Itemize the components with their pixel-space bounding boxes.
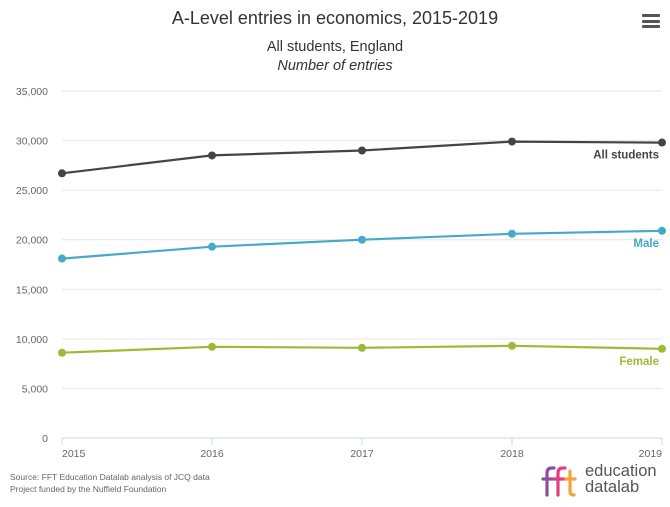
data-point-male <box>658 226 666 235</box>
data-point-male <box>358 235 366 244</box>
logo-wordmark: education datalab <box>585 462 657 496</box>
education-datalab-logo: education datalab <box>541 463 667 499</box>
y-tick-label: 5,000 <box>22 383 48 395</box>
data-point-male <box>208 242 216 251</box>
series-line-all-students <box>61 140 663 175</box>
chart-title: A-Level entries in economics, 2015-2019 <box>171 8 499 28</box>
series-lines <box>58 137 666 357</box>
data-point-female <box>508 341 516 350</box>
fft-logo-mark <box>541 466 577 497</box>
y-tick-label: 10,000 <box>16 334 48 346</box>
series-label-male: Male <box>633 238 659 250</box>
logo-word-datalab: datalab <box>585 478 640 496</box>
source-note: Source: FFT Education Datalab analysis o… <box>10 472 210 495</box>
y-tick-label: 35,000 <box>16 86 48 98</box>
axes: 0 5,000 10,000 15,000 20,000 25,000 30,000 35,0… <box>16 86 663 460</box>
x-tick-label: 2018 <box>500 448 524 460</box>
data-point-female <box>208 342 216 351</box>
source-line: Source: FFT Education Datalab analysis o… <box>10 472 210 482</box>
hamburger-menu-icon[interactable] <box>642 14 660 30</box>
data-point-female <box>58 348 66 357</box>
y-tick-label: 15,000 <box>16 284 48 296</box>
data-point-male <box>508 229 516 238</box>
y-tick-label: 20,000 <box>16 235 48 247</box>
series-label-all-students: All students <box>593 150 659 162</box>
data-point-all-students <box>208 151 216 160</box>
data-point-female <box>358 343 366 352</box>
data-point-male <box>58 254 66 263</box>
data-point-female <box>658 344 666 353</box>
subtitle-line-2: Number of entries <box>277 58 393 74</box>
y-tick-label: 0 <box>42 433 48 445</box>
subtitle-line-1: All students, England <box>266 39 404 55</box>
data-point-all-students <box>508 137 516 146</box>
gridlines <box>62 90 662 389</box>
data-point-all-students <box>658 138 666 147</box>
x-tick-label: 2015 <box>62 448 86 460</box>
chart-subtitle: All students, England Number of entries <box>0 38 670 76</box>
x-tick-label: 2019 <box>639 448 663 460</box>
series-label-female: Female <box>619 356 659 368</box>
data-point-all-students <box>358 146 366 155</box>
y-tick-label: 30,000 <box>16 136 48 148</box>
series-labels: All students Male Female <box>593 150 659 368</box>
x-tick-label: 2017 <box>350 448 374 460</box>
funding-line: Project funded by the Nuffield Foundatio… <box>10 483 167 494</box>
y-tick-label: 25,000 <box>16 185 48 197</box>
series-line-male <box>61 229 663 260</box>
x-tick-label: 2016 <box>200 448 224 460</box>
data-point-all-students <box>58 169 66 178</box>
logo-word-education: education <box>585 462 657 480</box>
